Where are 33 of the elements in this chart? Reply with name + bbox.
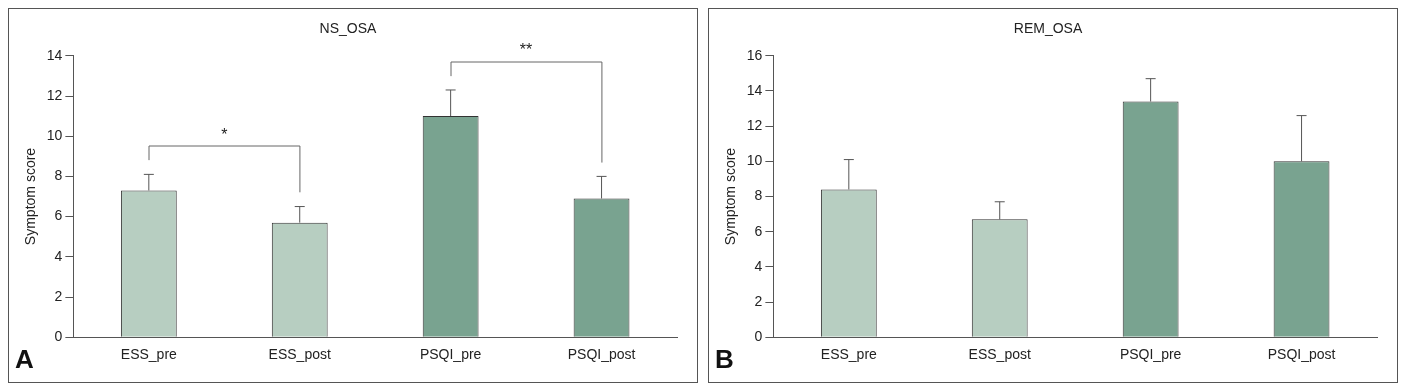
text: B	[715, 344, 734, 374]
x-tick-label: ESS_post	[968, 346, 1031, 363]
x-tick-label: ESS_post	[268, 346, 331, 363]
x-tick-label: PSQI_pre	[419, 346, 482, 363]
y-tick-label: 6	[754, 222, 763, 239]
annotation: **	[519, 41, 533, 59]
x-tick-label: ESS_pre	[820, 346, 878, 363]
y-tick-label: 6	[54, 207, 63, 224]
text: A	[15, 344, 34, 374]
y-tick-label: 10	[46, 127, 63, 144]
y-axis-title: Symptom score	[722, 147, 739, 246]
y-tick-label: 14	[46, 46, 63, 63]
y-tick-label: 8	[54, 167, 63, 184]
y-tick-label: 2	[754, 292, 763, 309]
y-axis-title: Symptom score	[22, 147, 39, 246]
chart-title: NS_OSA	[319, 20, 378, 37]
y-tick-label: 0	[54, 328, 63, 345]
x-tick-label: PSQI_post	[1267, 346, 1336, 363]
annotation: *	[221, 125, 228, 143]
y-tick-label: 14	[746, 81, 763, 98]
x-tick-label: ESS_pre	[120, 346, 178, 363]
x-tick-label: PSQI_pre	[1119, 346, 1182, 363]
y-tick-label: 16	[746, 46, 763, 63]
y-tick-label: 12	[746, 117, 763, 134]
y-tick-label: 12	[46, 86, 63, 103]
y-tick-label: 2	[54, 287, 63, 304]
y-tick-label: 8	[754, 187, 763, 204]
y-tick-label: 4	[754, 257, 763, 274]
y-tick-label: 4	[54, 247, 63, 264]
y-tick-label: 10	[746, 152, 763, 169]
chart-title: REM_OSA	[1013, 20, 1083, 37]
y-tick-label: 0	[754, 328, 763, 345]
x-tick-label: PSQI_post	[567, 346, 636, 363]
